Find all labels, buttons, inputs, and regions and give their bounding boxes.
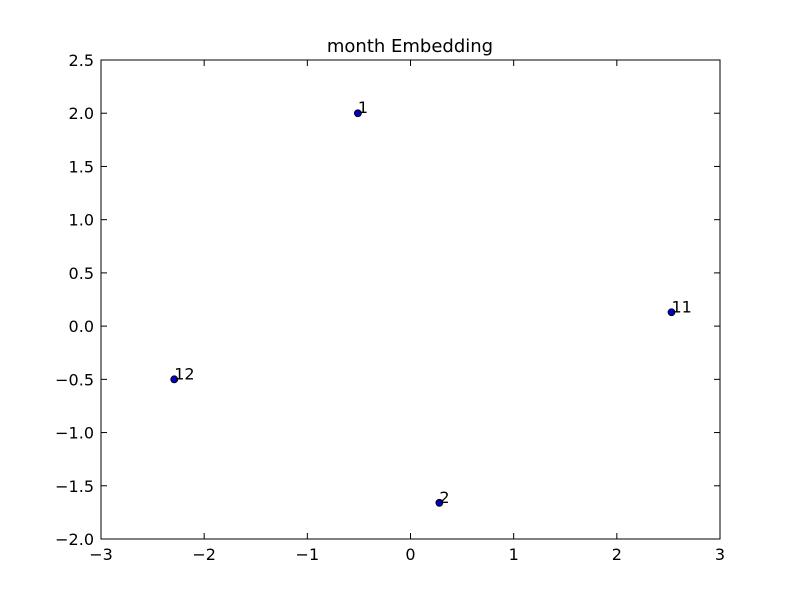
y-tick-label: 0.0 [69, 317, 94, 336]
data-point-marker [667, 308, 676, 317]
data-point-marker [353, 109, 362, 118]
x-tick-label: 0 [405, 545, 415, 564]
data-point-marker [170, 375, 179, 384]
x-tick-label: −3 [89, 545, 113, 564]
y-tick-label: 0.5 [69, 264, 94, 283]
x-tick-label: 2 [612, 545, 622, 564]
plot-area-frame [100, 59, 721, 540]
y-tick-label: 2.5 [69, 51, 94, 70]
y-tick-label: −0.5 [55, 370, 94, 389]
data-point-marker [435, 498, 444, 507]
y-tick-label: 2.0 [69, 104, 94, 123]
y-tick-label: 1.0 [69, 211, 94, 230]
y-tick-label: −2.0 [55, 530, 94, 549]
data-point-label: 2 [439, 488, 449, 507]
data-point-label: 11 [672, 297, 692, 316]
axis-ticks: −3 −2 −1 0 1 2 3−2.0−1.5−1.0−0.50.00.51.01.52.… [55, 51, 725, 564]
y-tick-label: −1.5 [55, 477, 94, 496]
x-tick-label: −1 [296, 545, 320, 564]
x-tick-label: 1 [509, 545, 519, 564]
data-point-label: 1 [358, 98, 368, 117]
y-tick-label: 1.5 [69, 157, 94, 176]
y-tick-label: −1.0 [55, 424, 94, 443]
x-tick-label: 3 [715, 545, 725, 564]
data-point-label: 12 [174, 364, 194, 383]
chart-title: month Embedding [327, 36, 493, 57]
x-tick-label: −2 [192, 545, 216, 564]
